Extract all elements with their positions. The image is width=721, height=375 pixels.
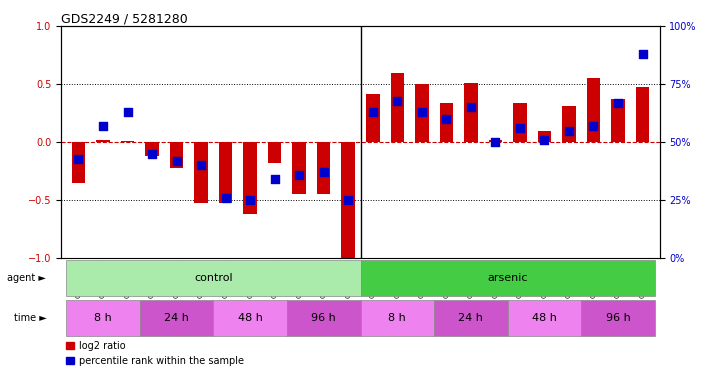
Bar xyxy=(562,106,575,142)
Point xyxy=(514,125,526,131)
Bar xyxy=(360,300,434,336)
Point xyxy=(367,109,379,115)
Text: 96 h: 96 h xyxy=(606,313,630,323)
Bar xyxy=(434,300,508,336)
Point xyxy=(318,170,329,176)
Bar xyxy=(581,300,655,336)
Text: 96 h: 96 h xyxy=(311,313,336,323)
Text: 8 h: 8 h xyxy=(94,313,112,323)
Point xyxy=(637,51,648,57)
Point xyxy=(563,128,575,134)
Bar xyxy=(146,142,159,156)
Point xyxy=(122,109,133,115)
Text: GDS2249 / 5281280: GDS2249 / 5281280 xyxy=(61,12,188,25)
Bar xyxy=(66,300,140,336)
Point xyxy=(73,156,84,162)
Bar xyxy=(587,78,601,142)
Bar xyxy=(636,87,650,142)
Point xyxy=(416,109,428,115)
Bar xyxy=(366,93,379,142)
Point xyxy=(588,123,599,129)
Text: agent ►: agent ► xyxy=(7,273,46,283)
Bar xyxy=(317,142,330,195)
Point xyxy=(293,172,305,178)
Bar xyxy=(489,140,502,142)
Bar xyxy=(508,300,581,336)
Point xyxy=(97,123,109,129)
Bar xyxy=(611,99,625,142)
Text: 8 h: 8 h xyxy=(389,313,406,323)
Text: control: control xyxy=(194,273,233,283)
Bar xyxy=(342,142,355,258)
Bar xyxy=(244,142,257,214)
Bar xyxy=(268,142,281,163)
Point xyxy=(171,158,182,164)
Bar xyxy=(293,142,306,195)
Bar xyxy=(120,141,134,142)
Text: time ►: time ► xyxy=(14,313,46,323)
Bar xyxy=(140,300,213,336)
Legend: log2 ratio, percentile rank within the sample: log2 ratio, percentile rank within the s… xyxy=(66,341,244,366)
Point xyxy=(220,195,231,201)
Bar xyxy=(464,83,477,142)
Text: 24 h: 24 h xyxy=(164,313,189,323)
Point xyxy=(465,105,477,111)
Text: 24 h: 24 h xyxy=(459,313,483,323)
Bar xyxy=(96,140,110,142)
Bar xyxy=(440,103,453,142)
Point xyxy=(342,197,354,203)
Point xyxy=(441,116,452,122)
Point xyxy=(539,137,550,143)
Bar xyxy=(71,142,85,183)
Bar xyxy=(170,142,183,168)
Bar xyxy=(66,260,360,296)
Bar xyxy=(213,300,287,336)
Bar xyxy=(538,130,551,142)
Point xyxy=(146,151,158,157)
Bar xyxy=(391,73,404,142)
Bar xyxy=(415,84,428,142)
Text: 48 h: 48 h xyxy=(238,313,262,323)
Point xyxy=(490,139,501,145)
Bar xyxy=(287,300,360,336)
Text: arsenic: arsenic xyxy=(487,273,528,283)
Bar xyxy=(513,103,526,142)
Point xyxy=(244,197,256,203)
Bar xyxy=(195,142,208,202)
Point xyxy=(195,162,207,168)
Point xyxy=(612,100,624,106)
Bar xyxy=(360,260,655,296)
Point xyxy=(269,176,280,182)
Bar xyxy=(219,142,232,202)
Point xyxy=(392,98,403,104)
Text: 48 h: 48 h xyxy=(532,313,557,323)
